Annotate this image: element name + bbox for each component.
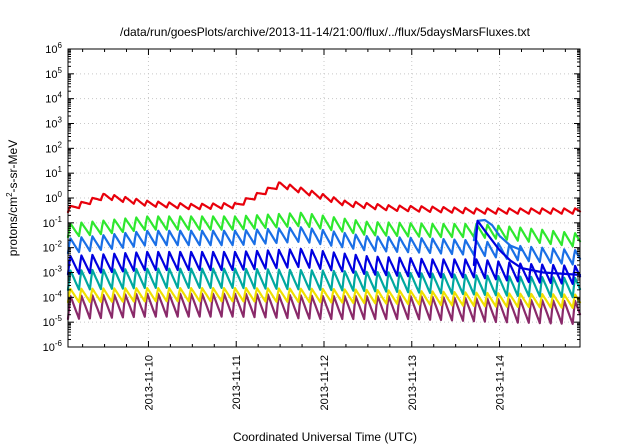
event-line	[472, 219, 582, 276]
y-tick-base: 10	[43, 243, 55, 255]
y-tick-base: 10	[43, 268, 55, 280]
y-tick-exponent: 2	[58, 140, 63, 149]
series-line	[66, 287, 582, 309]
y-tick-base: 10	[43, 342, 55, 354]
y-tick-label: 10-3	[43, 265, 63, 280]
y-tick-base: 10	[43, 292, 55, 304]
y-tick-exponent: -2	[55, 240, 63, 249]
y-tick-exponent: 0	[58, 190, 63, 199]
y-tick-label: 10-1	[43, 215, 63, 230]
y-tick-exponent: 1	[58, 165, 63, 174]
y-tick-base: 10	[45, 168, 57, 180]
y-tick-exponent: -5	[55, 314, 63, 323]
y-tick-label: 102	[45, 140, 62, 155]
series-line	[66, 211, 582, 248]
plot-area	[66, 181, 582, 325]
y-axis-label-part-1: protons/cm	[6, 197, 20, 256]
series-line	[66, 181, 582, 215]
series-line	[66, 247, 582, 285]
x-axis-label: Coordinated Universal Time (UTC)	[233, 430, 417, 444]
y-axis-label: protons/cm2-s-sr-MeV	[5, 140, 20, 256]
y-tick-base: 10	[45, 193, 57, 205]
x-tick-label: 2013-11-10	[143, 355, 155, 410]
y-tick-base: 10	[45, 143, 57, 155]
series-line	[66, 226, 582, 266]
y-tick-exponent: -6	[55, 339, 63, 348]
y-tick-label: 10-6	[43, 339, 63, 354]
y-tick-base: 10	[45, 119, 57, 131]
x-tick-label: 2013-11-14	[495, 355, 507, 410]
axes: 10-610-510-410-310-210-11001011021031041…	[43, 41, 580, 410]
y-tick-label: 10-5	[43, 314, 63, 329]
y-tick-exponent: 4	[58, 91, 63, 100]
y-tick-label: 104	[45, 91, 62, 106]
y-tick-base: 10	[45, 69, 57, 81]
series-line	[66, 292, 582, 325]
y-tick-exponent: -4	[55, 289, 63, 298]
y-tick-exponent: -3	[55, 265, 63, 274]
y-tick-exponent: 3	[58, 116, 63, 125]
y-tick-label: 105	[45, 66, 62, 81]
series-line	[66, 267, 582, 299]
chart-title: /data/run/goesPlots/archive/2013-11-14/2…	[120, 25, 531, 39]
y-axis-label-superscript: 2	[5, 192, 14, 197]
y-tick-base: 10	[43, 317, 55, 329]
y-tick-base: 10	[43, 218, 55, 230]
x-tick-label: 2013-11-12	[319, 355, 331, 410]
x-tick-label: 2013-11-13	[407, 355, 419, 410]
y-tick-label: 100	[45, 190, 62, 205]
y-tick-exponent: 5	[58, 66, 63, 75]
y-tick-label: 10-2	[43, 240, 63, 255]
x-tick-label: 2013-11-11	[231, 355, 243, 410]
y-tick-label: 10-4	[43, 289, 63, 304]
y-tick-exponent: 6	[58, 41, 63, 50]
y-tick-base: 10	[45, 44, 57, 56]
y-tick-exponent: -1	[55, 215, 63, 224]
y-axis-label-part-2: -s-sr-MeV	[6, 140, 20, 193]
y-tick-base: 10	[45, 94, 57, 106]
y-tick-label: 103	[45, 116, 62, 131]
y-tick-label: 106	[45, 41, 62, 56]
y-tick-label: 101	[45, 165, 62, 180]
